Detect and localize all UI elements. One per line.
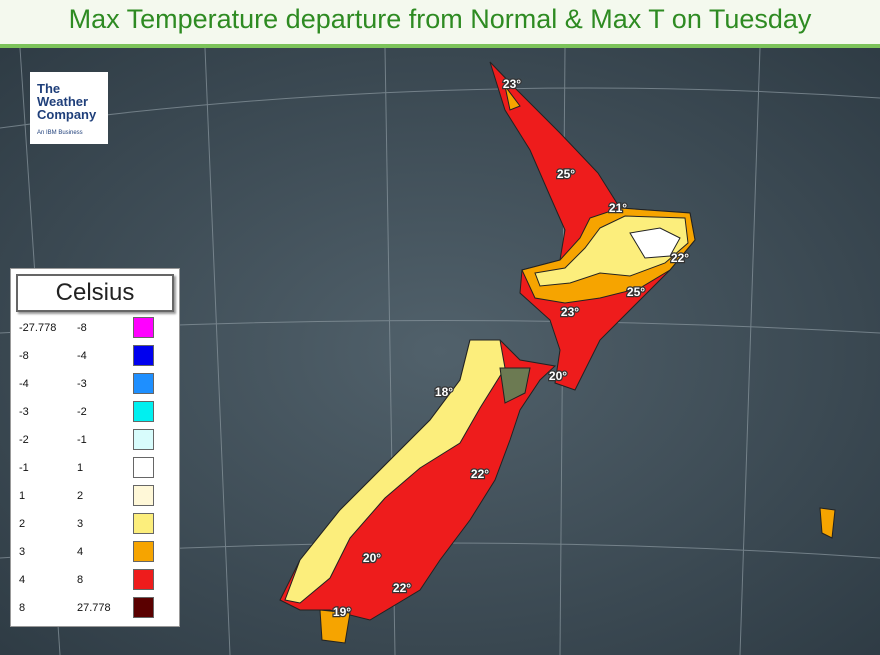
legend-swatch xyxy=(133,429,154,450)
legend-title: Celsius xyxy=(16,274,174,312)
temp-label: 21° xyxy=(609,201,627,215)
temp-label: 23° xyxy=(503,77,521,91)
legend-row: -4 -3 xyxy=(11,373,179,397)
legend-to: -1 xyxy=(77,434,87,446)
legend-to: 27.778 xyxy=(77,602,111,614)
legend-row: -2 -1 xyxy=(11,429,179,453)
temp-label: 20° xyxy=(363,551,381,565)
legend-swatch xyxy=(133,457,154,478)
legend: Celsius -27.778 -8 -8 -4 -4 -3 -3 -2 -2 -1 -1 1 1 2 2 3… xyxy=(10,268,180,627)
legend-to: 1 xyxy=(77,462,84,474)
legend-from: -8 xyxy=(19,350,29,362)
legend-swatch xyxy=(133,401,154,422)
temp-label: 18° xyxy=(435,385,453,399)
legend-swatch xyxy=(133,485,154,506)
legend-from: 1 xyxy=(19,490,26,502)
legend-to: 4 xyxy=(77,546,84,558)
logo-subtext: An IBM Business xyxy=(37,130,83,136)
legend-to: 8 xyxy=(77,574,84,586)
legend-from: -27.778 xyxy=(19,322,57,334)
legend-to: 3 xyxy=(77,518,84,530)
legend-swatch xyxy=(133,541,154,562)
legend-from: -4 xyxy=(19,378,29,390)
temp-label: 23° xyxy=(561,305,579,319)
temp-label: 22° xyxy=(393,581,411,595)
legend-to: -4 xyxy=(77,350,87,362)
legend-from: -3 xyxy=(19,406,29,418)
legend-row: -8 -4 xyxy=(11,345,179,369)
legend-swatch xyxy=(133,513,154,534)
legend-row: -27.778 -8 xyxy=(11,317,179,341)
title: Max Temperature departure from Normal & … xyxy=(68,4,812,34)
legend-swatch xyxy=(133,373,154,394)
temp-label: 22° xyxy=(671,251,689,265)
legend-to: 2 xyxy=(77,490,84,502)
legend-swatch xyxy=(133,569,154,590)
legend-row: -3 -2 xyxy=(11,401,179,425)
legend-from: -1 xyxy=(19,462,29,474)
temp-label: 25° xyxy=(627,285,645,299)
legend-from: 3 xyxy=(19,546,26,558)
legend-row: 8 27.778 xyxy=(11,597,179,621)
legend-to: -3 xyxy=(77,378,87,390)
legend-from: 8 xyxy=(19,602,26,614)
legend-swatch xyxy=(133,345,154,366)
title-bar: Max Temperature departure from Normal & … xyxy=(0,0,880,48)
legend-to: -8 xyxy=(77,322,87,334)
legend-from: 2 xyxy=(19,518,26,530)
legend-swatch xyxy=(133,317,154,338)
temp-label: 20° xyxy=(549,369,567,383)
logo: The Weather Company An IBM Business xyxy=(30,72,108,144)
legend-swatch xyxy=(133,597,154,618)
temp-label: 25° xyxy=(557,167,575,181)
legend-row: -1 1 xyxy=(11,457,179,481)
legend-to: -2 xyxy=(77,406,87,418)
logo-text: The Weather Company xyxy=(37,81,97,122)
legend-from: 4 xyxy=(19,574,26,586)
temp-label: 19° xyxy=(333,605,351,619)
temp-label: 22° xyxy=(471,467,489,481)
legend-from: -2 xyxy=(19,434,29,446)
